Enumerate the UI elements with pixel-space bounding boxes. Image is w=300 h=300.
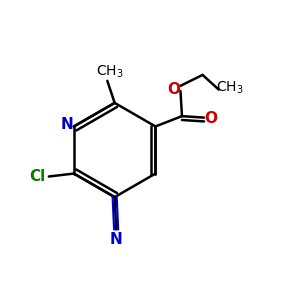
- Text: O: O: [204, 111, 217, 126]
- Text: CH$_3$: CH$_3$: [96, 63, 124, 80]
- Text: CH$_3$: CH$_3$: [216, 80, 244, 96]
- Text: Cl: Cl: [29, 169, 46, 184]
- Text: N: N: [110, 232, 122, 247]
- Text: N: N: [61, 118, 74, 133]
- Text: O: O: [167, 82, 181, 97]
